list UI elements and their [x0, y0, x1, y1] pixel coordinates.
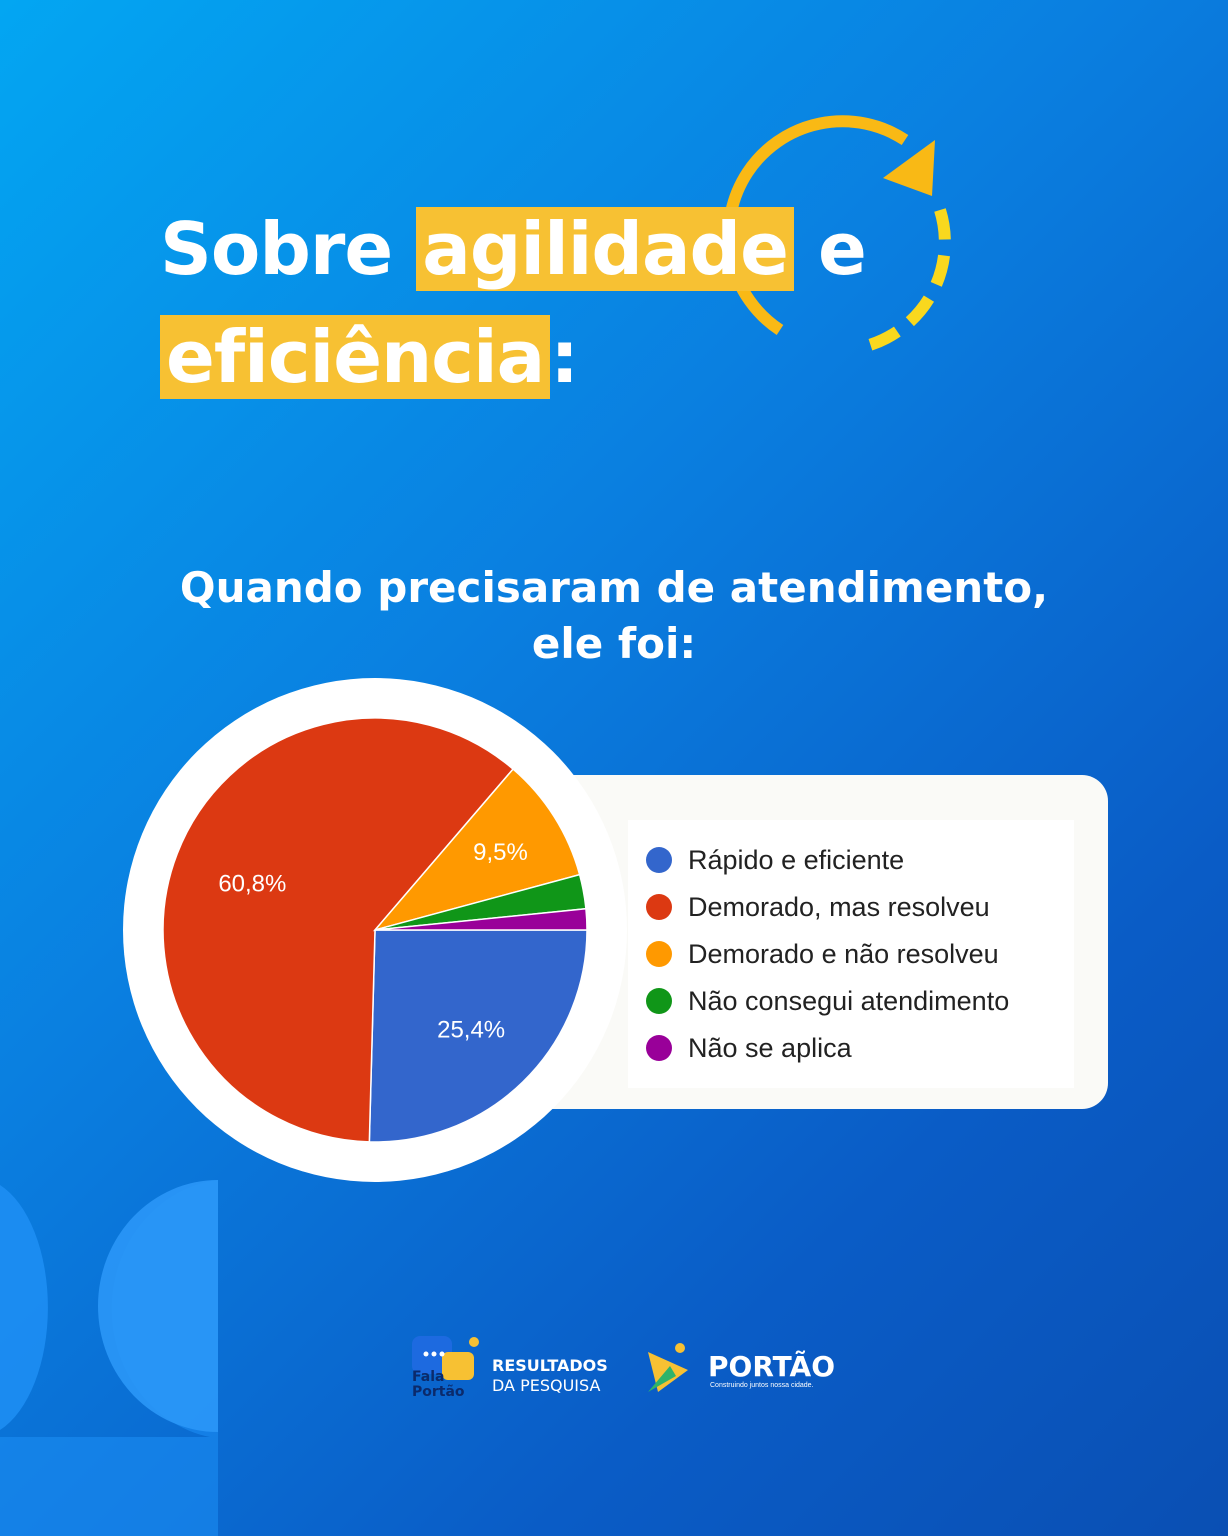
- pie-slice-2: [162, 717, 515, 1143]
- legend-item-1: Rápido e eficiente: [646, 845, 904, 875]
- results-line-2: DA PESQUISA: [492, 1376, 601, 1395]
- page-title: Sobre agilidade e eficiência:: [160, 195, 867, 411]
- legend-swatch-1: [646, 847, 672, 873]
- title-part-2: e: [793, 207, 867, 291]
- fala-logo-text: Fala: [412, 1369, 445, 1385]
- pie-slice-3: [372, 768, 581, 932]
- pie-slice-5: [374, 907, 588, 931]
- legend-item-4: Não consegui atendimento: [646, 986, 1009, 1016]
- results-line-1: RESULTADOS: [492, 1356, 608, 1375]
- legend-swatch-5: [646, 1035, 672, 1061]
- legend-label-4: Não consegui atendimento: [688, 985, 1010, 1016]
- portao-logo-text: Portão: [412, 1384, 465, 1400]
- legend-item-2: Demorado, mas resolveu: [646, 892, 990, 922]
- title-part-1: Sobre: [160, 207, 417, 291]
- chart-legend: Rápido e eficiente Demorado, mas resolveu…: [628, 820, 1074, 1088]
- legend-label-1: Rápido e eficiente: [688, 844, 905, 875]
- question-line-2: ele foi:: [531, 619, 697, 668]
- survey-question: Quando precisaram de atendimento, ele fo…: [0, 560, 1228, 672]
- fala-portao-logo-icon: [412, 1336, 688, 1392]
- legend-swatch-2: [646, 894, 672, 920]
- title-part-3: :: [550, 315, 579, 399]
- legend-item-3: Demorado e não resolveu: [646, 939, 999, 969]
- pie-data-label-2: 60,8%: [218, 871, 286, 898]
- legend-label-2: Demorado, mas resolveu: [688, 891, 990, 922]
- legend-label-5: Não se aplica: [688, 1032, 852, 1063]
- title-highlight-agilidade: agilidade: [416, 207, 794, 291]
- legend-swatch-3: [646, 941, 672, 967]
- legend-item-5: Não se aplica: [646, 1033, 852, 1063]
- legend-label-3: Demorado e não resolveu: [688, 938, 999, 969]
- city-slogan: Construindo juntos nossa cidade.: [710, 1382, 814, 1389]
- question-line-1: Quando precisaram de atendimento,: [179, 563, 1049, 612]
- pie-slice-1: [368, 929, 588, 1143]
- legend-swatch-4: [646, 988, 672, 1014]
- pie-data-label-3: 9,5%: [473, 839, 528, 866]
- title-highlight-eficiencia: eficiência: [160, 315, 551, 399]
- footer-logos: Fala Portão RESULTADOS DA PESQUISA PORTÃ…: [408, 1330, 838, 1410]
- city-name: PORTÃO: [708, 1350, 836, 1383]
- pie-data-label-1: 25,4%: [437, 1017, 505, 1044]
